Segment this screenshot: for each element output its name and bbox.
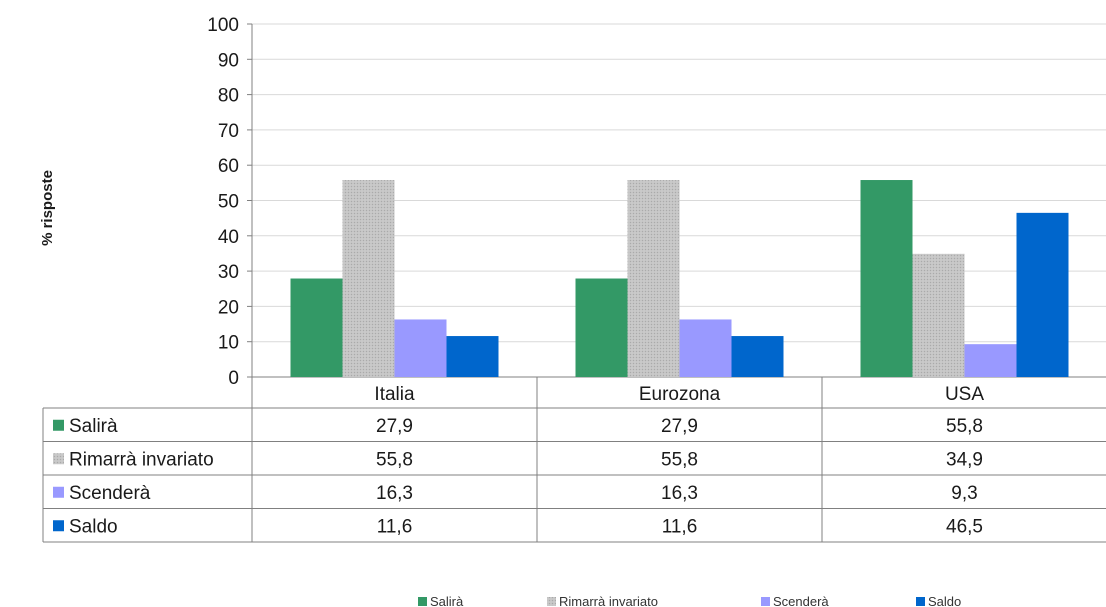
table-cell-value: 55,8: [376, 449, 413, 470]
y-tick-label: 70: [218, 121, 239, 142]
legend-key: [418, 597, 427, 606]
table-legend-key: [53, 419, 64, 431]
table-row-label: Scenderà: [69, 483, 151, 504]
bar-salirà: [860, 180, 913, 377]
legend-label: Saldo: [928, 594, 961, 607]
y-tick-label: 50: [218, 192, 239, 213]
y-tick-label: 80: [218, 86, 239, 107]
bar-salirà: [290, 278, 343, 377]
table-legend-key: [53, 520, 64, 532]
bar-saldo: [731, 336, 784, 377]
legend-label: Scenderà: [773, 594, 829, 607]
y-tick-label: 20: [218, 297, 239, 318]
category-label: Italia: [374, 384, 415, 405]
bar-scenderà: [394, 319, 447, 377]
table-cell-value: 34,9: [946, 449, 983, 470]
category-label: Eurozona: [639, 384, 721, 405]
y-axis-title: % risposte: [39, 170, 56, 246]
bar-rimarrà-invariato: [627, 180, 680, 377]
y-tick-labels: 0 10 20 30 40 50 60 70 80 90 100: [207, 15, 239, 389]
y-tick-label: 60: [218, 156, 239, 177]
y-tick-label: 90: [218, 50, 239, 71]
table-cell-value: 16,3: [376, 483, 413, 504]
table-cell-value: 46,5: [946, 516, 983, 537]
table-cell-value: 55,8: [946, 416, 983, 437]
y-tick-label: 10: [218, 333, 239, 354]
bar-scenderà: [964, 344, 1017, 377]
table-cell-value: 16,3: [661, 483, 698, 504]
y-tick-label: 40: [218, 227, 239, 248]
bar-salirà: [575, 278, 628, 377]
category-label: USA: [945, 384, 984, 405]
legend-key: [761, 597, 770, 606]
table-cell-value: 11,6: [377, 516, 413, 537]
legend-key: [547, 597, 556, 606]
table-cell-value: 55,8: [661, 449, 698, 470]
table-cell-value: 27,9: [661, 416, 698, 437]
table-legend-key: [53, 453, 64, 465]
data-table: Italia Eurozona USA Salirà 27,9 27,9 55,8 Rimar…: [42, 377, 1106, 543]
y-tick-label: 0: [228, 368, 239, 389]
legend-key: [916, 597, 925, 606]
bar-saldo: [1016, 212, 1069, 377]
bar-saldo: [446, 336, 499, 377]
table-row-label: Saldo: [69, 516, 118, 537]
table-cell-value: 11,6: [662, 516, 698, 537]
y-tick-label: 30: [218, 262, 239, 283]
table-cell-value: 9,3: [951, 483, 977, 504]
bar-scenderà: [679, 319, 732, 377]
legend-label: Rimarrà invariato: [559, 594, 658, 607]
legend-label: Salirà: [430, 594, 464, 607]
bar-rimarrà-invariato: [342, 180, 395, 377]
bar-rimarrà-invariato: [912, 253, 965, 377]
table-cell-value: 27,9: [376, 416, 413, 437]
table-row-label: Rimarrà invariato: [69, 449, 214, 470]
legend: Salirà Rimarrà invariato Scenderà Saldo: [418, 594, 961, 607]
y-tick-label: 100: [207, 15, 239, 36]
table-legend-key: [53, 486, 64, 498]
bars: [290, 180, 1069, 377]
table-row-label: Salirà: [69, 416, 118, 437]
